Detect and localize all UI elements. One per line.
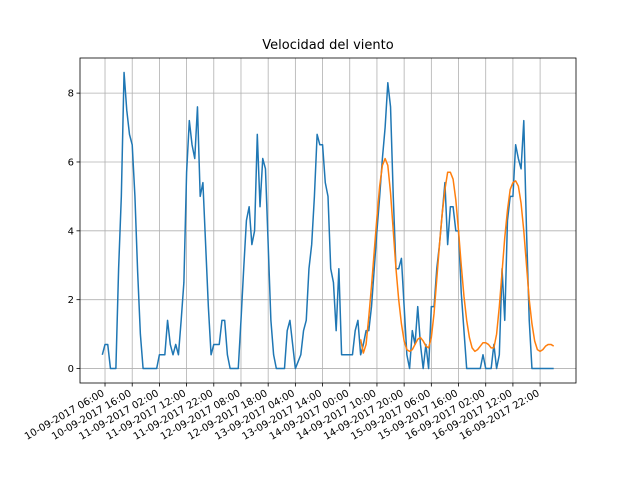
- plot-frame: [79, 57, 577, 384]
- y-tick-label: 2: [68, 295, 74, 306]
- chart-title: Velocidad del viento: [262, 38, 393, 53]
- y-tick-label: 4: [68, 226, 74, 237]
- y-tick-label: 8: [68, 89, 74, 100]
- y-tick-label: 6: [68, 157, 74, 168]
- y-tick-label: 0: [68, 364, 74, 375]
- series-line: [359, 157, 555, 354]
